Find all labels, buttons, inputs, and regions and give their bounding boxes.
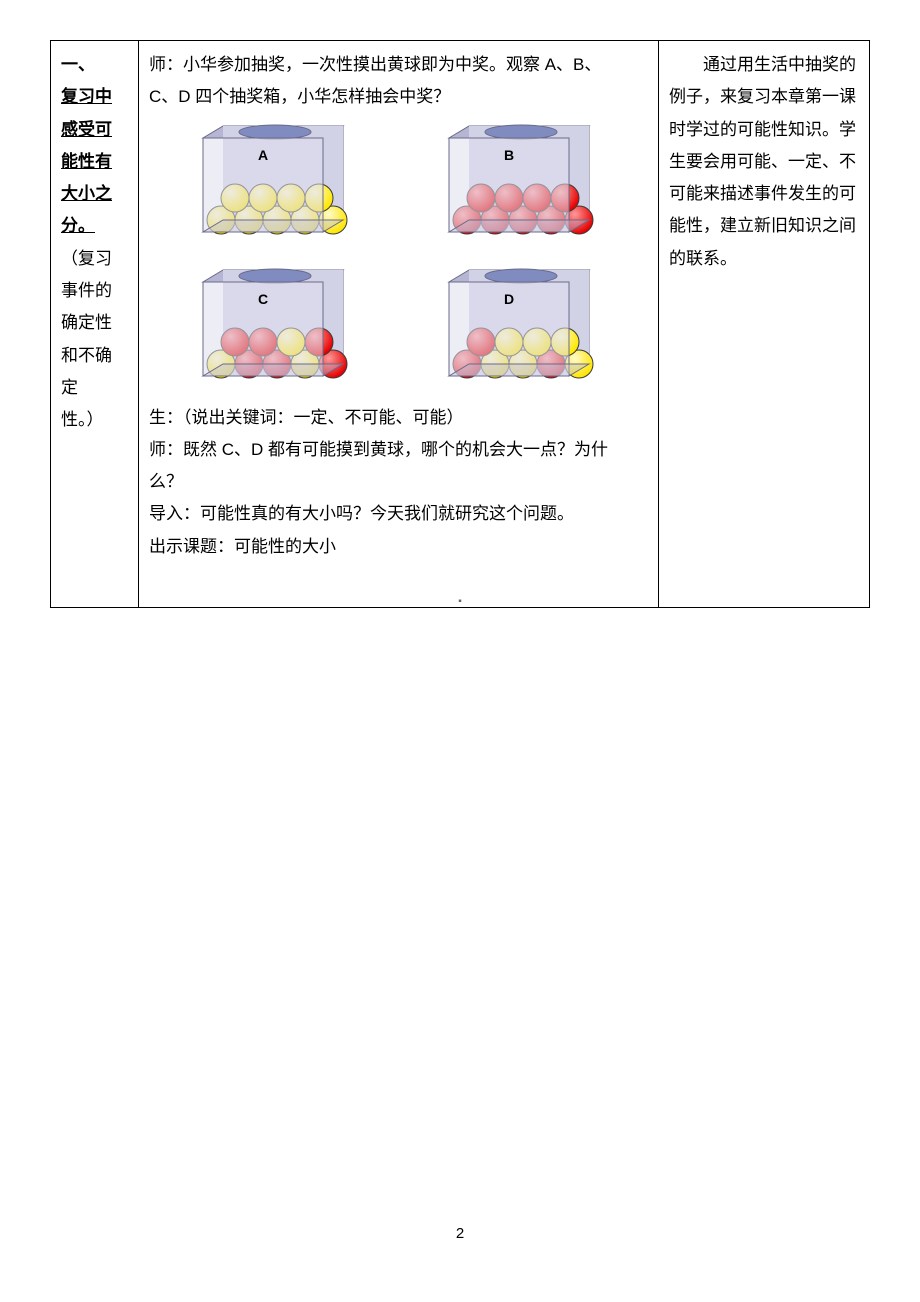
teacher-question-line2: 么？ bbox=[149, 466, 648, 498]
box-D: D bbox=[419, 264, 599, 394]
section-sub-l3: 确定性 bbox=[61, 313, 112, 332]
teacher-intro-line2: C、D 四个抽奖箱，小华怎样抽会中奖？ bbox=[149, 81, 648, 113]
lead-in-line: 导入：可能性真的有大小吗？今天我们就研究这个问题。 bbox=[149, 498, 648, 530]
column-activity: 师：小华参加抽奖，一次性摸出黄球即为中奖。观察 A、B、 C、D 四个抽奖箱，小… bbox=[139, 41, 659, 608]
svg-text:B: B bbox=[503, 147, 513, 163]
section-sub-l1: （复习 bbox=[61, 249, 112, 268]
lesson-plan-table: 一、 复习中感受可能性有大小之分。 （复习 事件的 确定性 和不确 定 性。） … bbox=[50, 40, 870, 608]
lottery-boxes-illustration: A B C D bbox=[149, 114, 648, 402]
section-sub-l4: 和不确 bbox=[61, 346, 112, 365]
center-marker-icon: ▪ bbox=[0, 596, 920, 607]
section-sub-l5: 定 bbox=[61, 378, 78, 397]
column-intent: 通过用生活中抽奖的例子，来复习本章第一课时学过的可能性知识。学生要会用可能、一定… bbox=[659, 41, 870, 608]
section-heading: 复习中感受可能性有大小之分。 bbox=[61, 87, 112, 235]
box-B: B bbox=[419, 120, 599, 250]
box-C: C bbox=[173, 264, 353, 394]
teacher-question-line1: 师：既然 C、D 都有可能摸到黄球，哪个的机会大一点？为什 bbox=[149, 434, 648, 466]
box-A: A bbox=[173, 120, 353, 250]
column-stage: 一、 复习中感受可能性有大小之分。 （复习 事件的 确定性 和不确 定 性。） bbox=[51, 41, 139, 608]
svg-text:A: A bbox=[258, 147, 268, 163]
svg-text:C: C bbox=[258, 291, 268, 307]
teacher-intro-line1: 师：小华参加抽奖，一次性摸出黄球即为中奖。观察 A、B、 bbox=[149, 49, 648, 81]
show-topic-line: 出示课题：可能性的大小 bbox=[149, 531, 648, 563]
section-number: 一、 bbox=[61, 55, 95, 74]
student-line: 生：（说出关键词：一定、不可能、可能） bbox=[149, 402, 648, 434]
svg-text:D: D bbox=[503, 291, 513, 307]
intent-paragraph: 通过用生活中抽奖的例子，来复习本章第一课时学过的可能性知识。学生要会用可能、一定… bbox=[669, 49, 859, 275]
section-sub-l6: 性。） bbox=[61, 410, 104, 429]
section-sub-l2: 事件的 bbox=[61, 281, 112, 300]
page-number: 2 bbox=[0, 1225, 920, 1242]
